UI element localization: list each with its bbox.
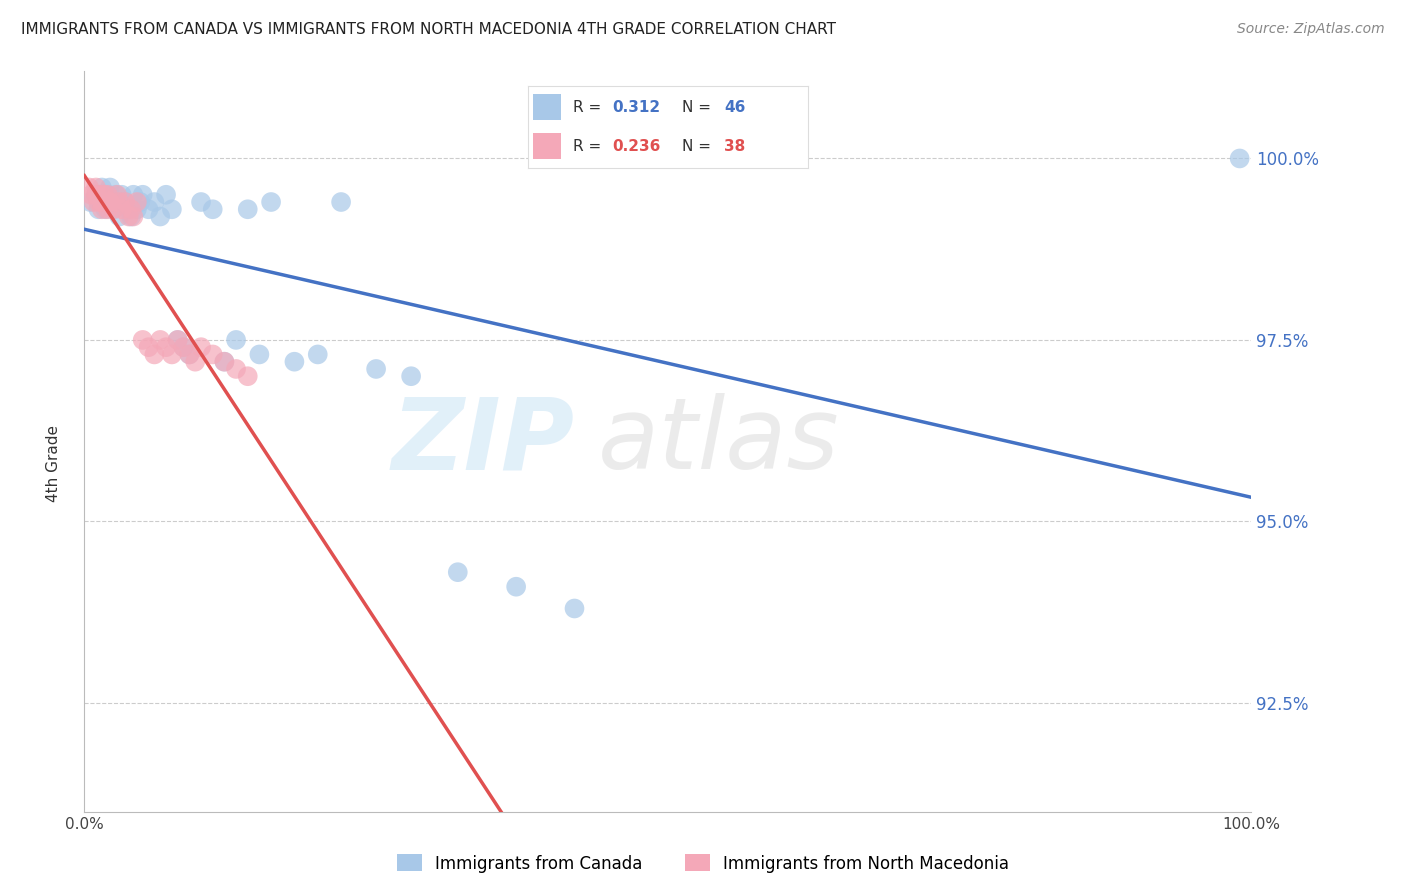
Point <box>103 202 125 217</box>
Point <box>1229 152 1251 166</box>
Point <box>114 194 136 209</box>
Text: IMMIGRANTS FROM CANADA VS IMMIGRANTS FROM NORTH MACEDONIA 4TH GRADE CORRELATION : IMMIGRANTS FROM CANADA VS IMMIGRANTS FRO… <box>21 22 837 37</box>
Point <box>97 202 120 217</box>
Point <box>114 194 136 209</box>
Point <box>97 187 120 202</box>
Point <box>79 194 101 209</box>
Point <box>138 340 160 354</box>
Point <box>122 187 145 202</box>
Point <box>90 187 112 202</box>
Point <box>225 333 247 347</box>
Point <box>201 347 224 361</box>
Legend: Immigrants from Canada, Immigrants from North Macedonia: Immigrants from Canada, Immigrants from … <box>391 847 1015 880</box>
Point <box>90 194 112 209</box>
Point <box>366 362 388 376</box>
Point <box>214 354 236 368</box>
Point <box>155 187 177 202</box>
Point <box>125 202 148 217</box>
Point <box>149 210 172 224</box>
Point <box>98 194 121 209</box>
Point <box>105 187 128 202</box>
Point <box>84 187 107 202</box>
Point <box>108 210 131 224</box>
Point <box>143 347 166 361</box>
Point <box>104 187 127 202</box>
Point <box>111 202 134 217</box>
Point <box>120 210 142 224</box>
Point <box>132 333 155 347</box>
Point <box>118 202 141 217</box>
Point <box>149 333 172 347</box>
Point <box>97 194 120 209</box>
Point <box>249 347 271 361</box>
Text: 4th Grade: 4th Grade <box>46 425 60 502</box>
Point <box>108 194 131 209</box>
Point <box>179 347 201 361</box>
Point <box>103 202 125 217</box>
Point <box>90 194 112 209</box>
Point <box>160 202 183 217</box>
Point <box>94 202 117 217</box>
Point <box>160 347 183 361</box>
Point <box>330 194 353 209</box>
Point <box>505 580 527 594</box>
Point <box>283 354 305 368</box>
Point <box>77 180 100 194</box>
Point <box>132 187 155 202</box>
Point <box>447 565 470 579</box>
Point <box>173 340 195 354</box>
Point <box>307 347 329 361</box>
Point <box>214 354 236 368</box>
Point <box>98 180 121 194</box>
Point <box>236 369 259 384</box>
Point <box>166 333 188 347</box>
Point <box>260 194 283 209</box>
Point <box>80 187 103 202</box>
Point <box>83 194 105 209</box>
Text: atlas: atlas <box>598 393 839 490</box>
Point <box>201 202 224 217</box>
Point <box>118 210 141 224</box>
Point <box>173 340 195 354</box>
Point <box>399 369 422 384</box>
Point <box>108 194 131 209</box>
Point <box>111 187 134 202</box>
Point <box>87 202 110 217</box>
Point <box>90 202 112 217</box>
Point <box>564 601 586 615</box>
Point <box>155 340 177 354</box>
Point <box>90 180 112 194</box>
Point <box>122 210 145 224</box>
Point <box>236 202 259 217</box>
Point <box>93 187 115 202</box>
Point <box>120 202 142 217</box>
Point <box>184 354 207 368</box>
Point <box>97 187 120 202</box>
Point <box>87 194 110 209</box>
Point <box>138 202 160 217</box>
Point <box>166 333 188 347</box>
Point <box>143 194 166 209</box>
Point <box>225 362 247 376</box>
Point <box>129 194 152 209</box>
Point <box>94 194 117 209</box>
Point <box>84 187 107 202</box>
Point <box>93 187 115 202</box>
Text: ZIP: ZIP <box>391 393 575 490</box>
Point <box>190 194 212 209</box>
Point <box>190 340 212 354</box>
Text: Source: ZipAtlas.com: Source: ZipAtlas.com <box>1237 22 1385 37</box>
Point <box>125 194 148 209</box>
Point <box>84 180 107 194</box>
Point <box>179 347 201 361</box>
